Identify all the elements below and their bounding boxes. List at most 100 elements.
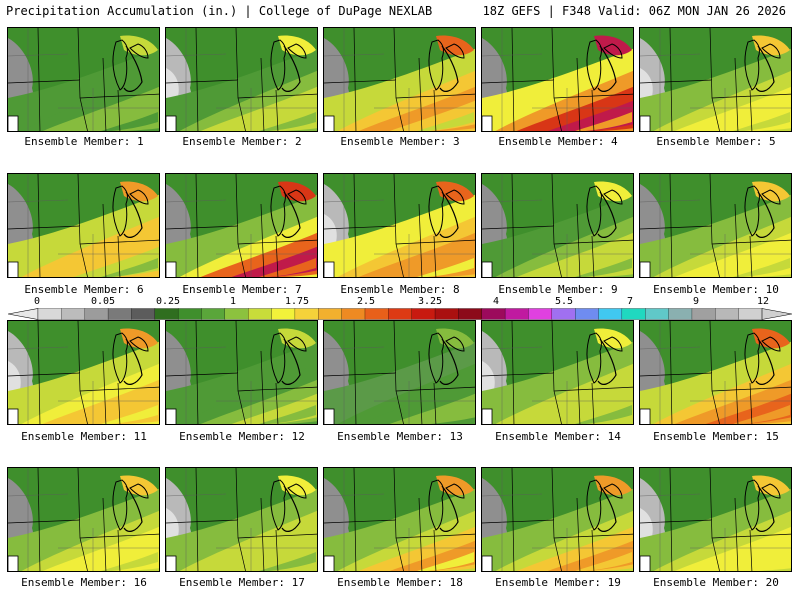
precip-band — [575, 112, 632, 131]
ensemble-member-label: Ensemble Member: 5 — [656, 135, 776, 148]
michigan-outline — [755, 45, 775, 92]
state-borders — [166, 468, 317, 571]
precip-map — [166, 468, 317, 571]
precip-map — [640, 321, 791, 424]
state-borders — [324, 174, 475, 277]
color-scale-swatch — [504, 308, 530, 320]
ensemble-map-panel — [481, 27, 634, 132]
michigan-outline — [439, 338, 459, 385]
ensemble-map-panel — [7, 173, 160, 278]
color-scale-tick-label: 0 — [33, 296, 41, 307]
county-lines — [166, 468, 317, 571]
color-scale-swatch — [715, 308, 740, 320]
inset-box — [166, 261, 177, 277]
ensemble-member-label: Ensemble Member: 18 — [337, 576, 463, 589]
color-scale-tick-label: 5.5 — [554, 296, 574, 307]
county-lines — [8, 468, 159, 571]
state-borders — [640, 174, 791, 277]
michigan-outline — [597, 45, 617, 92]
ensemble-map-panel — [165, 173, 318, 278]
ensemble-member-label: Ensemble Member: 17 — [179, 576, 305, 589]
ensemble-map-panel — [323, 27, 476, 132]
inset-box — [324, 115, 335, 131]
inset-box — [482, 115, 493, 131]
michigan-outline — [281, 45, 301, 92]
great-lakes-outline — [586, 39, 623, 91]
precip-map — [166, 28, 317, 131]
ensemble-map-panel — [639, 27, 792, 132]
great-lakes-outline — [744, 39, 781, 91]
color-scale-swatch — [388, 308, 413, 320]
michigan-outline — [597, 191, 617, 238]
ensemble-map-panel — [165, 27, 318, 132]
county-lines — [166, 28, 317, 131]
county-lines — [166, 321, 317, 424]
county-lines — [482, 28, 633, 131]
inset-box — [640, 261, 651, 277]
model-run-info: 18Z GEFS | F348 Valid: 06Z MON JAN 26 20… — [482, 4, 786, 18]
inset-box — [482, 408, 493, 424]
inset-box — [8, 115, 19, 131]
ensemble-member-label: Ensemble Member: 16 — [21, 576, 147, 589]
color-scale-swatch — [294, 308, 319, 320]
ensemble-member-label: Ensemble Member: 7 — [182, 283, 302, 296]
great-lakes-outline — [586, 332, 623, 384]
precip-band — [259, 112, 316, 131]
ensemble-map-panel — [165, 467, 318, 572]
michigan-outline — [755, 338, 775, 385]
color-scale-swatch — [61, 308, 86, 320]
ensemble-map-panel — [639, 173, 792, 278]
color-scale-swatch — [434, 308, 459, 320]
great-lakes-outline — [744, 332, 781, 384]
precip-band — [575, 258, 632, 277]
county-lines — [640, 468, 791, 571]
ensemble-map-panel — [323, 467, 476, 572]
michigan-outline — [755, 485, 775, 532]
great-lakes-outline — [112, 185, 149, 237]
great-lakes-outline — [270, 332, 307, 384]
michigan-outline — [439, 485, 459, 532]
precip-map — [482, 28, 633, 131]
precip-band — [417, 112, 474, 131]
ensemble-member-label: Ensemble Member: 1 — [24, 135, 144, 148]
precip-map — [640, 174, 791, 277]
color-scale-swatch — [248, 308, 273, 320]
great-lakes-outline — [428, 332, 465, 384]
color-scale-swatch — [224, 308, 249, 320]
precip-band — [733, 405, 790, 424]
precip-band — [733, 552, 790, 571]
inset-box — [8, 408, 19, 424]
color-scale-swatch — [318, 308, 343, 320]
county-lines — [482, 321, 633, 424]
precip-map — [482, 468, 633, 571]
color-scale-swatch — [738, 308, 763, 320]
color-scale-swatch — [84, 308, 109, 320]
color-scale-swatch — [621, 308, 646, 320]
state-borders — [482, 174, 633, 277]
state-borders — [8, 468, 159, 571]
inset-box — [324, 555, 335, 571]
michigan-outline — [123, 191, 143, 238]
precipitation-color-scale — [8, 308, 792, 320]
county-lines — [640, 321, 791, 424]
inset-box — [324, 261, 335, 277]
ensemble-member-label: Ensemble Member: 4 — [498, 135, 618, 148]
color-scale-tick-label: 0.05 — [90, 296, 116, 307]
michigan-outline — [281, 485, 301, 532]
color-scale-swatch — [107, 308, 132, 320]
precip-band — [259, 552, 316, 571]
color-scale-tick-label: 7 — [626, 296, 634, 307]
great-lakes-outline — [744, 185, 781, 237]
color-scale-tick-label: 9 — [692, 296, 700, 307]
precip-map — [8, 174, 159, 277]
precip-map — [640, 468, 791, 571]
precip-map — [324, 28, 475, 131]
michigan-outline — [439, 191, 459, 238]
precip-band — [101, 258, 158, 277]
color-scale-swatch — [201, 308, 226, 320]
color-scale-tick-label: 1 — [229, 296, 237, 307]
precip-map — [324, 468, 475, 571]
inset-box — [166, 115, 177, 131]
precip-map — [482, 321, 633, 424]
ensemble-map-panel — [165, 320, 318, 425]
